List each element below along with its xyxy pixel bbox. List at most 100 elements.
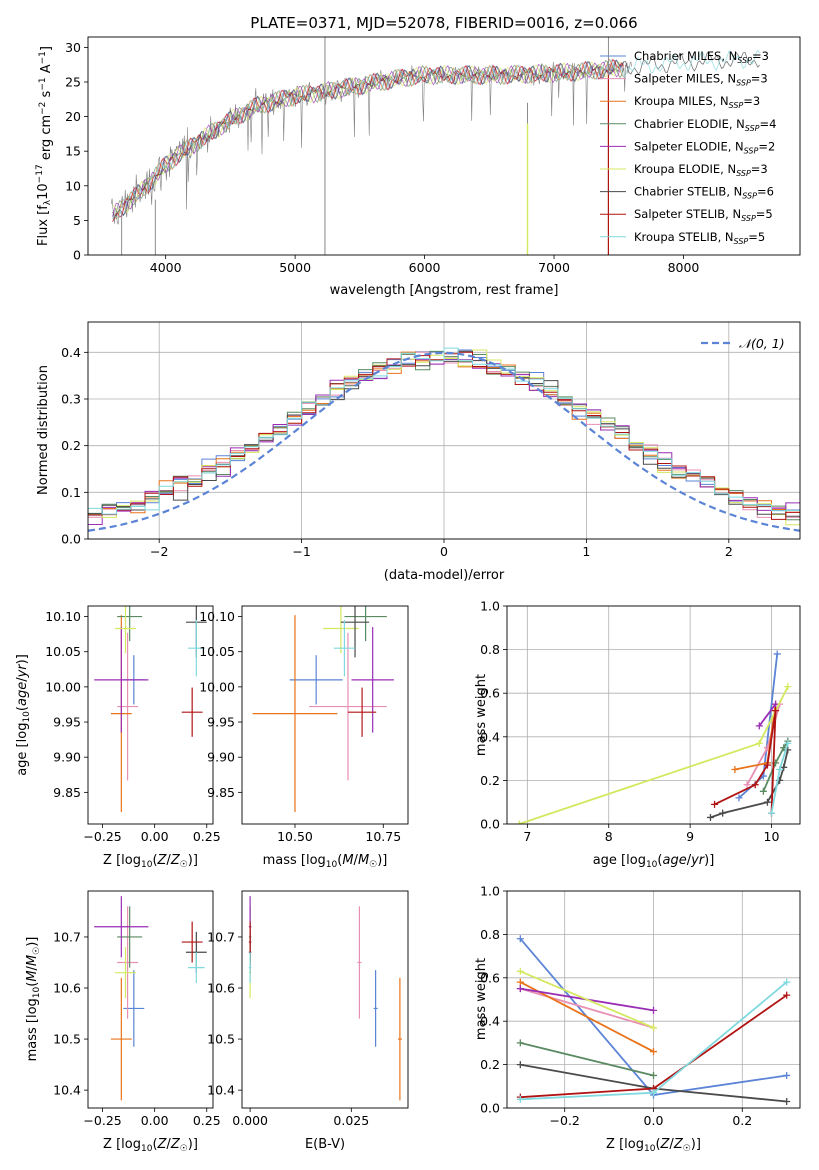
chart-title: PLATE=0371, MJD=52078, FIBERID=0016, z=0…	[250, 14, 637, 32]
y-tick-label: 0.0	[480, 1101, 500, 1116]
y-tick-label: 10.00	[45, 679, 81, 694]
x-axis-label: wavelength [Angstrom, rest frame]	[330, 283, 559, 298]
label-part: (	[152, 1137, 157, 1152]
y-tick-label: 1.0	[480, 884, 500, 899]
x-tick-label: −0.25	[83, 1113, 121, 1128]
x-tick-label: 9	[686, 829, 694, 844]
y-tick-label: 10.4	[207, 1083, 235, 1098]
y-tick-label: 10.00	[199, 679, 235, 694]
x-tick-label: 4000	[150, 260, 182, 275]
weight-marker	[755, 722, 763, 730]
weight-marker	[784, 739, 792, 747]
legend-n: =3	[743, 94, 760, 108]
weight-marker	[784, 683, 792, 691]
label-part: 10	[141, 1144, 153, 1154]
axes-frame	[87, 890, 214, 1109]
y-tick-label: 10.4	[53, 1083, 81, 1098]
y-tick-label: 0.8	[480, 642, 500, 657]
weight-marker	[650, 1048, 657, 1056]
weight-marker	[515, 820, 523, 824]
label-part: )]	[377, 853, 387, 868]
legend-n: =5	[748, 230, 765, 244]
label-part: )]	[25, 937, 40, 947]
legend-text: Kroupa MILES, N	[634, 94, 729, 108]
label-part: Z	[170, 1137, 181, 1152]
weight-marker	[743, 781, 751, 789]
weight-marker	[711, 800, 719, 808]
weight-marker	[516, 978, 524, 986]
plot-area	[252, 606, 394, 813]
label-part: ☉	[180, 860, 188, 870]
y-tick-label: 0.4	[61, 345, 81, 360]
label-part: M	[342, 853, 353, 868]
y-tick-label: 0.2	[480, 773, 500, 788]
label-part: (	[657, 853, 662, 868]
y-tick-label: 0.6	[480, 686, 500, 701]
y-axis-label: mass weight	[474, 958, 489, 1040]
label-part: yr	[690, 853, 706, 868]
label-part: (	[15, 706, 30, 711]
axes-3: 10.50 10.75 9.85 9.90 9.95 10.00 10.05 10.10 mas…	[199, 605, 409, 870]
label-part: /	[354, 853, 359, 868]
weight-marker	[650, 1071, 657, 1079]
legend-n: =3	[751, 162, 768, 176]
x-axis-label: Z [log10(Z/Z☉)]	[103, 1137, 198, 1154]
label-part: age [log	[15, 723, 30, 776]
label-part: −17	[35, 164, 45, 183]
label-part: /	[687, 853, 692, 868]
y-axis-label: Flux [fλ10−17 erg cm−2 s−1 A−1]	[35, 46, 54, 246]
weight-marker	[783, 1071, 791, 1079]
label-part: A	[39, 64, 54, 77]
weight-marker	[783, 991, 791, 999]
label-part: )]	[188, 1137, 198, 1152]
label-part: M	[358, 853, 369, 868]
y-tick-label: 0.4	[480, 729, 500, 744]
label-part: /	[166, 1137, 171, 1152]
weight-marker	[763, 761, 771, 769]
legend-sub: SSP	[729, 101, 744, 110]
y-tick-label: 0	[73, 248, 81, 263]
weight-marker	[776, 766, 784, 773]
label-part: ☉	[369, 860, 377, 870]
x-tick-label: 0.000	[232, 1113, 268, 1128]
label-part: 10	[32, 986, 42, 998]
label-part: −1	[38, 51, 48, 64]
y-tick-label: 9.90	[53, 750, 81, 765]
weight-marker	[731, 766, 739, 773]
label-part: Z	[660, 1137, 671, 1152]
weight-marker	[516, 1095, 524, 1103]
x-tick-label: 0.00	[141, 1113, 169, 1128]
weight-marker	[650, 1006, 657, 1014]
legend-label: Kroupa ELODIE, NSSP=3	[634, 162, 768, 178]
y-tick-label: 1.0	[480, 599, 500, 614]
label-part: )]	[691, 1137, 701, 1152]
spectrum-model-line	[112, 60, 625, 220]
axes-7: −0.2 0.0 0.20.00.20.40.60.81.0Z [log10(Z/Z…	[474, 884, 801, 1154]
x-tick-label: 0.00	[141, 829, 169, 844]
x-axis-label: Z [log10(Z/Z☉)]	[103, 853, 198, 870]
y-tick-label: 10.05	[45, 644, 81, 659]
label-part: ☉	[32, 947, 42, 955]
y-tick-label: 30	[65, 40, 81, 55]
weight-marker	[516, 1061, 524, 1069]
y-tick-label: 15	[65, 144, 81, 159]
legend-text: Chabrier STELIB, N	[634, 185, 742, 199]
weight-line	[710, 749, 789, 819]
x-axis-label: age [log10(age/yr)]	[593, 853, 715, 870]
axes-1: −2 −1 0 1 2 0.0 0.1 0.2 0.3 0.4 𝒩(0, 1) (data-model…	[36, 321, 801, 583]
y-tick-label: 10.5	[207, 1032, 235, 1047]
label-part: 10	[644, 1144, 656, 1154]
legend-text: Kroupa STELIB, N	[634, 230, 734, 244]
y-tick-label: 9.85	[53, 785, 81, 800]
weight-marker	[516, 1039, 524, 1047]
weight-marker	[735, 794, 743, 802]
y-tick-label: 10.6	[53, 981, 81, 996]
label-part: yr	[15, 663, 30, 679]
y-tick-label: 0.4	[480, 1014, 500, 1029]
label-part: Z	[157, 853, 168, 868]
axes-frame	[506, 890, 801, 1109]
axes-6: 0.000 0.025 10.4 10.5 10.6 10.7 E(B-V)	[207, 890, 409, 1152]
weight-marker	[706, 813, 714, 821]
x-tick-label: 5000	[279, 260, 311, 275]
spectrum-model-line	[112, 49, 760, 219]
